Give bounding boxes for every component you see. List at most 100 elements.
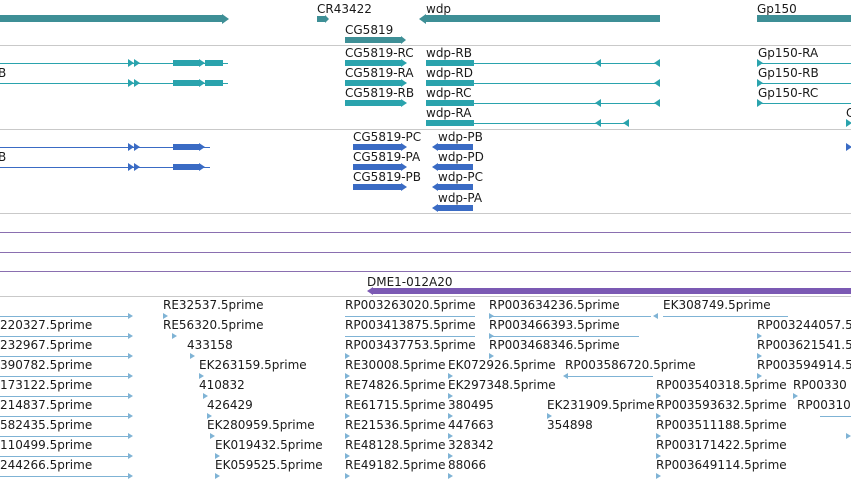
transcript-cg5819-ra[interactable] xyxy=(345,80,401,86)
clone-bar[interactable] xyxy=(373,288,851,294)
est-label[interactable]: RP003649114.5prime xyxy=(656,458,787,472)
protein-wdp-pa[interactable] xyxy=(438,205,473,211)
protein-wdp-pd[interactable] xyxy=(438,164,473,170)
est-label[interactable]: RP00310 xyxy=(797,398,851,412)
est-label[interactable]: RE32537.5prime xyxy=(163,298,264,312)
transcript-label-wdp-ra[interactable]: wdp-RA xyxy=(426,106,472,120)
protein-cg5819-pb[interactable] xyxy=(353,184,401,190)
transcript-label-gp150-rc[interactable]: Gp150-RC xyxy=(758,86,819,100)
protein-exon[interactable] xyxy=(173,164,199,170)
transcript-wdp-rb-exon[interactable] xyxy=(426,60,474,66)
transcript-exon[interactable] xyxy=(205,80,223,86)
protein-label-cg5819-pb[interactable]: CG5819-PB xyxy=(353,170,422,184)
clone-label[interactable]: DME1-012A20 xyxy=(367,275,453,289)
est-label[interactable]: RP003244057.5 xyxy=(757,318,851,332)
est-label[interactable]: RP003413875.5prime xyxy=(345,318,476,332)
est-label[interactable]: EK231909.5prime xyxy=(547,398,655,412)
transcript-wdp-rc-exon[interactable] xyxy=(426,100,474,106)
est-label[interactable]: RP003634236.5prime xyxy=(489,298,620,312)
gene-bar-gp150[interactable] xyxy=(757,15,851,22)
transcript-label-cg5819-rb[interactable]: CG5819-RB xyxy=(345,86,415,100)
transcript-wdp-rd-exon[interactable] xyxy=(426,80,474,86)
est-label[interactable]: EK019432.5prime xyxy=(215,438,323,452)
est-label[interactable]: RP003594914.5 xyxy=(757,358,851,372)
protein-label-wdp-pa[interactable]: wdp-PA xyxy=(438,191,483,205)
est-label[interactable]: 232967.5prime xyxy=(0,338,93,352)
transcript-label-left-partial[interactable]: B xyxy=(0,66,7,80)
est-label[interactable]: RP003511188.5prime xyxy=(656,418,787,432)
transcript-exon[interactable] xyxy=(173,80,199,86)
transcript-label-wdp-rd[interactable]: wdp-RD xyxy=(426,66,473,80)
protein-label-wdp-pc[interactable]: wdp-PC xyxy=(438,170,483,184)
est-label[interactable]: RP003540318.5prime xyxy=(656,378,787,392)
transcript-exon[interactable] xyxy=(205,60,223,66)
est-label[interactable]: RP003621541.5 xyxy=(757,338,851,352)
est-label[interactable]: 433158 xyxy=(187,338,233,352)
est-label[interactable]: EK280959.5prime xyxy=(207,418,315,432)
est-label[interactable]: RE21536.5prime xyxy=(345,418,446,432)
transcript-label-right-partial[interactable]: C xyxy=(846,106,851,120)
est-label[interactable]: 410832 xyxy=(199,378,245,392)
transcript-cg5819-rc[interactable] xyxy=(345,60,401,66)
transcript-label-wdp-rb[interactable]: wdp-RB xyxy=(426,46,472,60)
protein-cg5819-pa[interactable] xyxy=(353,164,401,170)
gene-bar-left[interactable] xyxy=(0,15,222,22)
gene-bar-cr43422[interactable] xyxy=(317,16,325,22)
gene-label-gp150[interactable]: Gp150 xyxy=(757,2,797,16)
est-label[interactable]: 380495 xyxy=(448,398,494,412)
est-label[interactable]: 220327.5prime xyxy=(0,318,93,332)
est-label[interactable]: RE30008.5prime xyxy=(345,358,446,372)
est-label[interactable]: RP003437753.5prime xyxy=(345,338,476,352)
est-label[interactable]: 214837.5prime xyxy=(0,398,93,412)
protein-label-wdp-pd[interactable]: wdp-PD xyxy=(438,150,484,164)
gene-label-wdp[interactable]: wdp xyxy=(426,2,452,16)
est-label[interactable]: 447663 xyxy=(448,418,494,432)
est-label[interactable]: RE56320.5prime xyxy=(163,318,264,332)
protein-label-left-partial[interactable]: B xyxy=(0,150,7,164)
est-label[interactable]: 426429 xyxy=(207,398,253,412)
gene-label-cg5819[interactable]: CG5819 xyxy=(345,23,394,37)
protein-exon[interactable] xyxy=(173,144,199,150)
est-label[interactable]: RE61715.5prime xyxy=(345,398,446,412)
est-label[interactable]: RP00330 xyxy=(793,378,847,392)
gene-label-cr43422[interactable]: CR43422 xyxy=(317,2,372,16)
est-label[interactable]: RE74826.5prime xyxy=(345,378,446,392)
transcript-wdp-ra-exon[interactable] xyxy=(426,120,474,126)
transcript-cg5819-rb[interactable] xyxy=(345,100,401,106)
est-label[interactable]: RE49182.5prime xyxy=(345,458,446,472)
est-label[interactable]: 173122.5prime xyxy=(0,378,93,392)
transcript-label-wdp-rc[interactable]: wdp-RC xyxy=(426,86,472,100)
protein-wdp-pc[interactable] xyxy=(438,184,473,190)
est-label[interactable]: 88066 xyxy=(448,458,487,472)
protein-label-cg5819-pa[interactable]: CG5819-PA xyxy=(353,150,421,164)
transcript-exon[interactable] xyxy=(173,60,199,66)
est-label[interactable]: EK059525.5prime xyxy=(215,458,323,472)
est-label[interactable]: RP003593632.5prime xyxy=(656,398,787,412)
protein-label-cg5819-pc[interactable]: CG5819-PC xyxy=(353,130,422,144)
est-label[interactable]: EK072926.5prime xyxy=(448,358,556,372)
est-label[interactable]: 110499.5prime xyxy=(0,438,93,452)
est-label[interactable]: 328342 xyxy=(448,438,494,452)
est-label[interactable]: 390782.5prime xyxy=(0,358,93,372)
est-label[interactable]: RP003171422.5prime xyxy=(656,438,787,452)
protein-cg5819-pc[interactable] xyxy=(353,144,401,150)
est-label[interactable]: 244266.5prime xyxy=(0,458,93,472)
est-label[interactable]: EK308749.5prime xyxy=(663,298,771,312)
transcript-label-gp150-rb[interactable]: Gp150-RB xyxy=(758,66,819,80)
est-label[interactable]: RP003466393.5prime xyxy=(489,318,620,332)
est-label[interactable]: 582435.5prime xyxy=(0,418,93,432)
transcript-label-gp150-ra[interactable]: Gp150-RA xyxy=(758,46,819,60)
protein-wdp-pb[interactable] xyxy=(438,144,473,150)
gene-bar-wdp[interactable] xyxy=(426,15,660,22)
est-label[interactable]: EK297348.5prime xyxy=(448,378,556,392)
est-label[interactable]: EK263159.5prime xyxy=(199,358,307,372)
gene-bar-cg5819[interactable] xyxy=(345,37,401,43)
est-label[interactable]: RP003586720.5prime xyxy=(565,358,696,372)
est-label[interactable]: 354898 xyxy=(547,418,593,432)
est-label[interactable]: RP003468346.5prime xyxy=(489,338,620,352)
est-label[interactable]: RP003263020.5prime xyxy=(345,298,476,312)
transcript-label-cg5819-rc[interactable]: CG5819-RC xyxy=(345,46,414,60)
protein-label-wdp-pb[interactable]: wdp-PB xyxy=(438,130,483,144)
est-label[interactable]: RE48128.5prime xyxy=(345,438,446,452)
transcript-label-cg5819-ra[interactable]: CG5819-RA xyxy=(345,66,414,80)
